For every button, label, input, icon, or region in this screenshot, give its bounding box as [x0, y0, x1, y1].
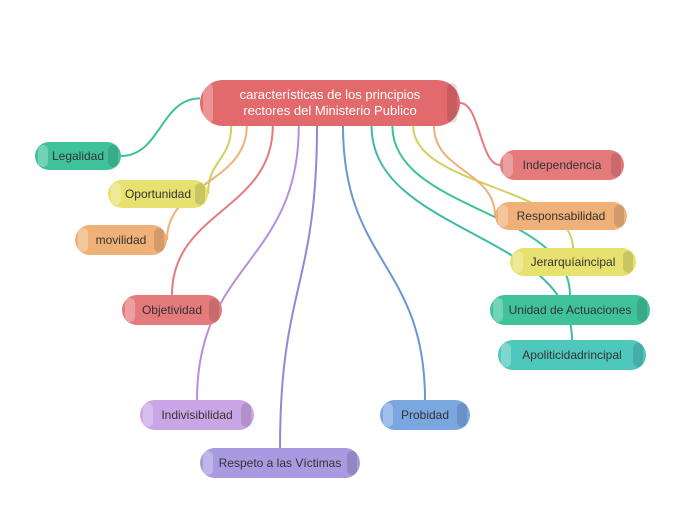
- central-node: características de los principios rector…: [200, 80, 460, 126]
- connector: [280, 126, 317, 448]
- connector: [121, 98, 200, 156]
- node-probidad: Probidad: [380, 400, 470, 430]
- connector: [434, 126, 495, 216]
- node-movilidad: movilidad: [75, 225, 167, 255]
- node-responsabilidad: Responsabilidad: [495, 202, 627, 230]
- connector: [208, 126, 231, 194]
- node-oportunidad: Oportunidad: [108, 180, 208, 208]
- node-unidad: Unidad de Actuaciones: [490, 295, 650, 325]
- node-objetividad: Objetividad: [122, 295, 222, 325]
- node-apoliticidad: Apoliticidadrincipal: [498, 340, 646, 370]
- mindmap-canvas: { "diagram": { "type": "mindmap", "backg…: [0, 0, 696, 520]
- connector: [197, 126, 299, 400]
- node-respeto: Respeto a las Víctimas: [200, 448, 360, 478]
- connector: [460, 103, 500, 165]
- node-jerarquia: Jerarquíaincipal: [510, 248, 636, 276]
- connector: [172, 126, 273, 295]
- node-indivisibilidad: Indivisibilidad: [140, 400, 254, 430]
- node-independencia: Independencia: [500, 150, 624, 180]
- connector: [343, 126, 425, 400]
- node-legalidad: Legalidad: [35, 142, 121, 170]
